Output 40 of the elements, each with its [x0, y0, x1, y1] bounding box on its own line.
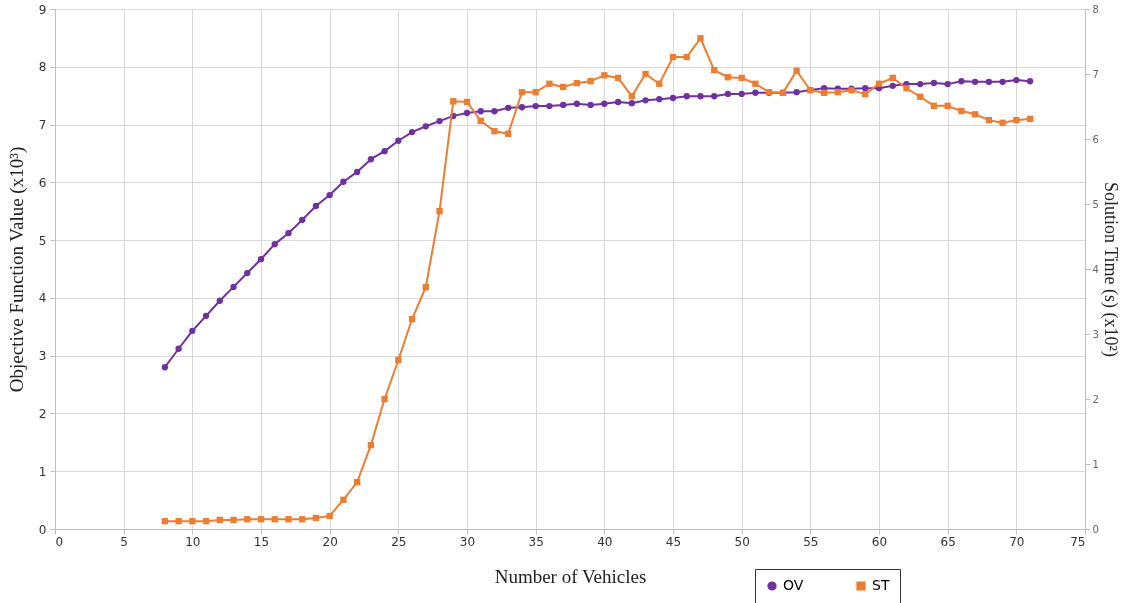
y2-tick-label: 3: [1092, 328, 1099, 340]
y-tick-label: 5: [38, 233, 47, 248]
x-tick-label: 10: [185, 534, 201, 549]
y2-tick-label: 4: [1092, 263, 1099, 275]
x-axis-title: Number of Vehicles: [494, 565, 647, 587]
legend-label: ST: [872, 577, 890, 593]
x-tick-label: 15: [253, 534, 270, 549]
y-tick-label: 4: [38, 291, 47, 306]
x-tick-label: 50: [734, 534, 750, 549]
x-tick-label: 0: [55, 534, 64, 549]
y-tick-label: 0: [38, 522, 47, 537]
x-tick-label: 5: [120, 534, 128, 549]
y2-tick-label: 6: [1092, 133, 1099, 145]
y2-tick-label: 2: [1092, 393, 1099, 405]
y-axis-title: Objective Function Value (x10³): [5, 146, 28, 393]
x-tick-label: 70: [1009, 534, 1025, 549]
y-tick-label: 1: [38, 464, 47, 479]
y-tick-label: 6: [38, 175, 47, 190]
x-tick-label: 60: [871, 534, 888, 549]
y-tick-label: 8: [38, 60, 47, 75]
y-tick-label: 2: [38, 406, 47, 421]
y2-tick-label: 8: [1092, 3, 1099, 15]
y-tick-label: 9: [38, 2, 47, 17]
x-tick-label: 25: [391, 534, 407, 549]
y2-tick-label: 5: [1092, 198, 1099, 210]
x-tick-label: 55: [803, 534, 819, 549]
x-tick-label: 35: [528, 534, 544, 549]
x-tick-label: 20: [322, 534, 338, 549]
x-tick-label: 75: [1070, 534, 1086, 549]
x-tick-label: 45: [665, 534, 682, 549]
y2-tick-label: 1: [1092, 458, 1099, 470]
y-tick-label: 7: [38, 118, 47, 133]
x-tick-label: 30: [459, 534, 476, 549]
legend-label: OV: [783, 577, 804, 593]
y-tick-label: 3: [38, 349, 47, 364]
x-tick-label: 65: [940, 534, 956, 549]
x-tick-label: 40: [597, 534, 613, 549]
y2-axis-title: Solution Time (s) (x10²): [1099, 182, 1121, 357]
y2-tick-label: 7: [1092, 68, 1099, 80]
y2-tick-label: 0: [1092, 523, 1099, 535]
